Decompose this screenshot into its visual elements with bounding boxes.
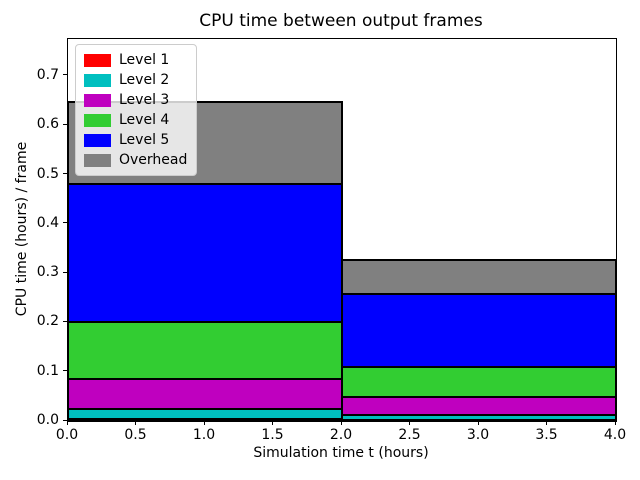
x-tick-mark <box>340 421 342 425</box>
bar-segment-level-5-bar1 <box>68 183 343 324</box>
y-tick-mark <box>63 370 67 372</box>
y-tick-label: 0.6 <box>36 116 59 133</box>
x-tick-mark <box>135 421 136 425</box>
y-tick-mark <box>63 222 67 224</box>
legend-swatch-level-5 <box>84 133 111 147</box>
legend-label: Overhead <box>119 152 188 168</box>
legend-entry-level-4: Level 4 <box>84 110 187 130</box>
bar-segment-level-5-bar2 <box>341 293 616 368</box>
y-tick-label: 0.1 <box>36 362 59 379</box>
legend-label: Level 5 <box>119 132 170 148</box>
y-tick-mark <box>63 74 67 76</box>
chart-title: CPU time between output frames <box>199 11 483 31</box>
legend-label: Level 1 <box>119 52 170 68</box>
legend-label: Level 4 <box>119 112 170 128</box>
legend-swatch-level-2 <box>84 73 111 87</box>
x-tick-mark <box>546 421 547 425</box>
y-tick-mark <box>63 271 67 273</box>
legend-swatch-level-3 <box>84 93 111 107</box>
x-tick-label: 4.0 <box>603 427 627 443</box>
x-tick-mark <box>66 421 68 425</box>
y-tick-mark <box>63 419 67 421</box>
x-tick-label: 3.5 <box>535 427 558 443</box>
x-tick-label: 2.0 <box>329 427 353 443</box>
x-tick-label: 1.5 <box>261 427 284 443</box>
x-tick-label: 1.0 <box>192 427 216 443</box>
legend-swatch-level-1 <box>84 53 111 67</box>
x-tick-mark <box>203 421 205 425</box>
legend-label: Level 2 <box>119 72 170 88</box>
x-tick-label: 2.5 <box>398 427 421 443</box>
y-tick-mark <box>63 320 67 322</box>
legend-swatch-level-4 <box>84 113 111 127</box>
legend: Level 1 Level 2 Level 3 Level 4 Level 5 … <box>75 44 198 176</box>
y-tick-mark <box>63 173 67 175</box>
bar-segment-level-3-bar1 <box>68 378 343 410</box>
y-tick-label: 0.0 <box>36 412 59 428</box>
x-tick-label: 0.0 <box>55 427 79 443</box>
y-tick-label: 0.7 <box>36 66 59 83</box>
x-tick-mark <box>614 421 616 425</box>
bar-segment-level-3-bar2 <box>341 395 616 416</box>
y-tick-label: 0.5 <box>36 165 59 182</box>
x-tick-label: 3.0 <box>466 427 490 443</box>
bar-segment-level-4-bar1 <box>68 321 343 381</box>
x-tick-label: 0.5 <box>124 427 147 443</box>
legend-entry-level-2: Level 2 <box>84 70 187 90</box>
y-tick-label: 0.3 <box>36 264 59 281</box>
x-tick-mark <box>477 421 479 425</box>
x-axis-label: Simulation time t (hours) <box>253 445 429 461</box>
legend-entry-level-1: Level 1 <box>84 50 187 70</box>
plot-area: Level 1 Level 2 Level 3 Level 4 Level 5 … <box>67 38 617 422</box>
y-tick-label: 0.4 <box>36 214 59 231</box>
bar-segment-level-4-bar2 <box>341 365 616 398</box>
legend-entry-overhead: Overhead <box>84 150 187 170</box>
x-tick-mark <box>272 421 273 425</box>
x-tick-mark <box>409 421 410 425</box>
legend-swatch-overhead <box>84 153 111 167</box>
legend-label: Level 3 <box>119 92 170 108</box>
legend-entry-level-5: Level 5 <box>84 130 187 150</box>
bar-segment-overhead-bar2 <box>341 259 616 296</box>
y-tick-mark <box>63 123 67 125</box>
legend-entry-level-3: Level 3 <box>84 90 187 110</box>
y-tick-label: 0.2 <box>36 313 59 330</box>
